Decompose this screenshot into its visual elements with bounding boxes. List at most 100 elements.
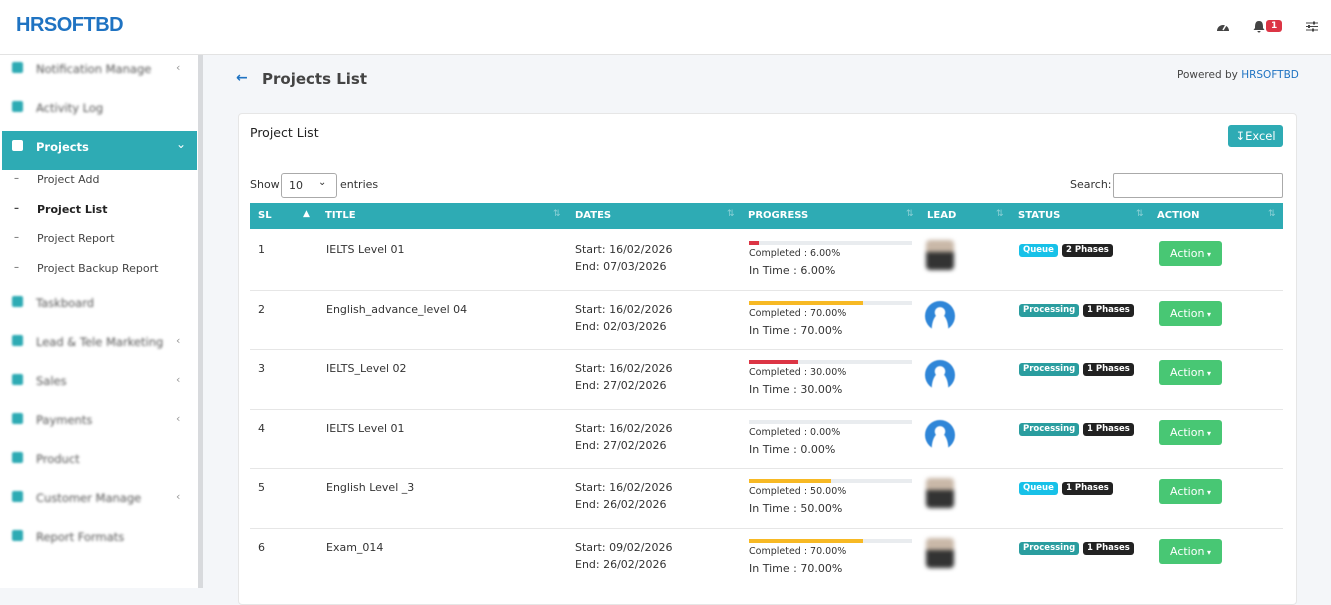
- lead-avatar: [926, 537, 954, 568]
- excel-label: Excel: [1245, 129, 1276, 143]
- menu-item[interactable]: Sales: [36, 374, 67, 389]
- phases-badge: 1 Phases: [1083, 303, 1134, 317]
- menu-icon: [12, 530, 23, 542]
- menu-icon: [12, 491, 23, 503]
- action-button[interactable]: Action ▾: [1159, 419, 1222, 445]
- logo[interactable]: HRSOFTBD: [16, 14, 124, 36]
- progress-track: [749, 241, 912, 245]
- completed: Completed : 70.00%: [749, 545, 847, 557]
- status-badge: Processing: [1019, 422, 1080, 436]
- lead-avatar: [925, 419, 955, 450]
- column-header[interactable]: ACTION: [1157, 210, 1200, 221]
- menu-item[interactable]: Taskboard: [36, 296, 95, 311]
- action-label: Action: [1169, 544, 1205, 558]
- row-separator: [250, 349, 1283, 350]
- row-sl: 6: [258, 540, 265, 554]
- column-header[interactable]: PROGRESS: [748, 210, 809, 221]
- column-header[interactable]: TITLE: [325, 210, 356, 221]
- column-header[interactable]: STATUS: [1018, 210, 1061, 221]
- dashboard-icon[interactable]: [1216, 20, 1230, 32]
- search-input[interactable]: [1113, 173, 1283, 198]
- action-label: Action: [1169, 485, 1205, 498]
- menu-item[interactable]: Customer Manage: [36, 491, 142, 506]
- row-separator: [250, 468, 1283, 469]
- menu-item[interactable]: Activity Log: [36, 101, 104, 115]
- action-button[interactable]: Action ▾: [1159, 538, 1222, 564]
- menu-icon: [12, 62, 23, 73]
- menu-item[interactable]: Lead & Tele Marketing: [36, 335, 164, 350]
- menu-item[interactable]: Payments: [36, 413, 93, 428]
- excel-button[interactable]: ↧Excel: [1228, 125, 1283, 147]
- action-button[interactable]: Action ▾: [1159, 300, 1222, 326]
- in-time: In Time : 70.00%: [749, 561, 843, 575]
- in-time: In Time : 70.00%: [749, 323, 843, 337]
- menu-chevron: ‹: [176, 373, 181, 387]
- powered-by-link[interactable]: HRSOFTBD: [1241, 69, 1299, 81]
- sort-icon: ⇅: [553, 209, 561, 219]
- caret: ▾: [1204, 369, 1211, 378]
- caret: ▾: [1204, 547, 1211, 557]
- completed: Completed : 6.00%: [749, 248, 841, 259]
- row-separator: [250, 527, 1283, 529]
- row-sl: 4: [258, 421, 265, 435]
- menu-icon: [12, 296, 23, 308]
- caret: ▾: [1204, 250, 1211, 259]
- completed: Completed : 0.00%: [749, 426, 841, 438]
- menu-chevron: ‹: [176, 334, 181, 348]
- completed: Completed : 30.00%: [749, 367, 847, 378]
- action-button[interactable]: Action ▾: [1159, 479, 1222, 504]
- progress-track: [749, 419, 912, 424]
- menu-item[interactable]: Product: [36, 452, 80, 467]
- menu-item[interactable]: Report Formats: [36, 530, 125, 545]
- select-caret: ⌄: [318, 177, 327, 188]
- action-button[interactable]: Action ▾: [1159, 241, 1222, 266]
- start-date: Start: 09/02/2026: [575, 540, 673, 554]
- sort-icon: ⇅: [906, 209, 914, 219]
- end-date: End: 27/02/2026: [575, 438, 667, 452]
- in-time: In Time : 30.00%: [749, 383, 843, 396]
- phases-badge: 1 Phases: [1083, 541, 1134, 555]
- column-header[interactable]: LEAD: [927, 210, 957, 221]
- entries-label: entries: [340, 178, 379, 191]
- row-sl: 2: [258, 302, 265, 316]
- menu-icon: [12, 140, 23, 151]
- action-label: Action: [1169, 306, 1205, 320]
- start-date: Start: 16/02/2026: [575, 362, 673, 375]
- show-label: Show: [250, 178, 280, 191]
- progress-track: [749, 360, 912, 364]
- settings-icon[interactable]: [1306, 21, 1318, 32]
- submenu-item[interactable]: Project Report: [37, 232, 115, 246]
- in-time: In Time : 0.00%: [749, 442, 836, 456]
- sort-icon: ⇅: [1268, 209, 1276, 219]
- phases-badge: 1 Phases: [1062, 482, 1113, 495]
- bell-icon[interactable]: [1253, 20, 1265, 33]
- end-date: End: 07/03/2026: [575, 260, 667, 273]
- phases-badge: 2 Phases: [1062, 244, 1113, 257]
- end-date: End: 02/03/2026: [575, 319, 667, 333]
- project-title: Exam_014: [326, 540, 384, 554]
- header: HRSOFTBD 1: [0, 0, 1331, 55]
- menu-chevron: ‹: [176, 61, 181, 74]
- notification-badge: 1: [1266, 20, 1283, 32]
- action-button[interactable]: Action ▾: [1159, 360, 1222, 385]
- sort-icon: ▲: [303, 209, 310, 219]
- progress-bar: [749, 241, 759, 245]
- menu-item[interactable]: Notification Manage: [36, 62, 152, 76]
- powered-by-text: Powered by: [1177, 69, 1238, 81]
- back-arrow[interactable]: ←: [236, 70, 248, 86]
- completed: Completed : 50.00%: [749, 486, 847, 497]
- submenu-item[interactable]: Project Backup Report: [37, 262, 159, 276]
- page-length-select[interactable]: 10 ⌄: [281, 173, 337, 198]
- powered-by: Powered by HRSOFTBD: [1177, 69, 1299, 81]
- menu-icon: [12, 374, 23, 386]
- submenu-item[interactable]: Project List: [37, 202, 108, 216]
- start-date: Start: 16/02/2026: [575, 421, 673, 435]
- row-separator: [250, 408, 1283, 410]
- menu-item[interactable]: Projects: [36, 140, 89, 154]
- action-label: Action: [1169, 247, 1205, 260]
- start-date: Start: 16/02/2026: [575, 243, 673, 256]
- submenu-item[interactable]: Project Add: [37, 173, 100, 186]
- column-header[interactable]: SL: [258, 210, 272, 221]
- column-header[interactable]: DATES: [575, 210, 612, 221]
- lead-avatar: [925, 360, 955, 390]
